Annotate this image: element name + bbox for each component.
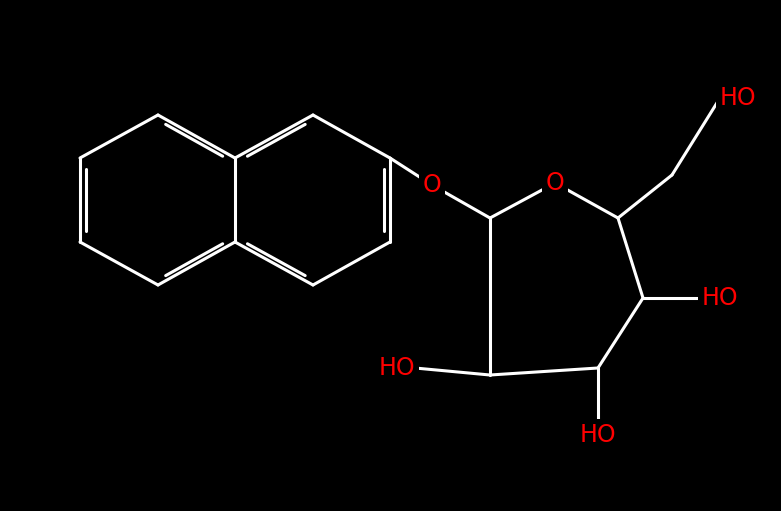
Text: O: O (546, 171, 565, 195)
Text: HO: HO (720, 86, 757, 110)
Text: HO: HO (378, 356, 415, 380)
Text: HO: HO (702, 286, 739, 310)
Text: O: O (423, 173, 441, 197)
Text: HO: HO (580, 423, 616, 447)
